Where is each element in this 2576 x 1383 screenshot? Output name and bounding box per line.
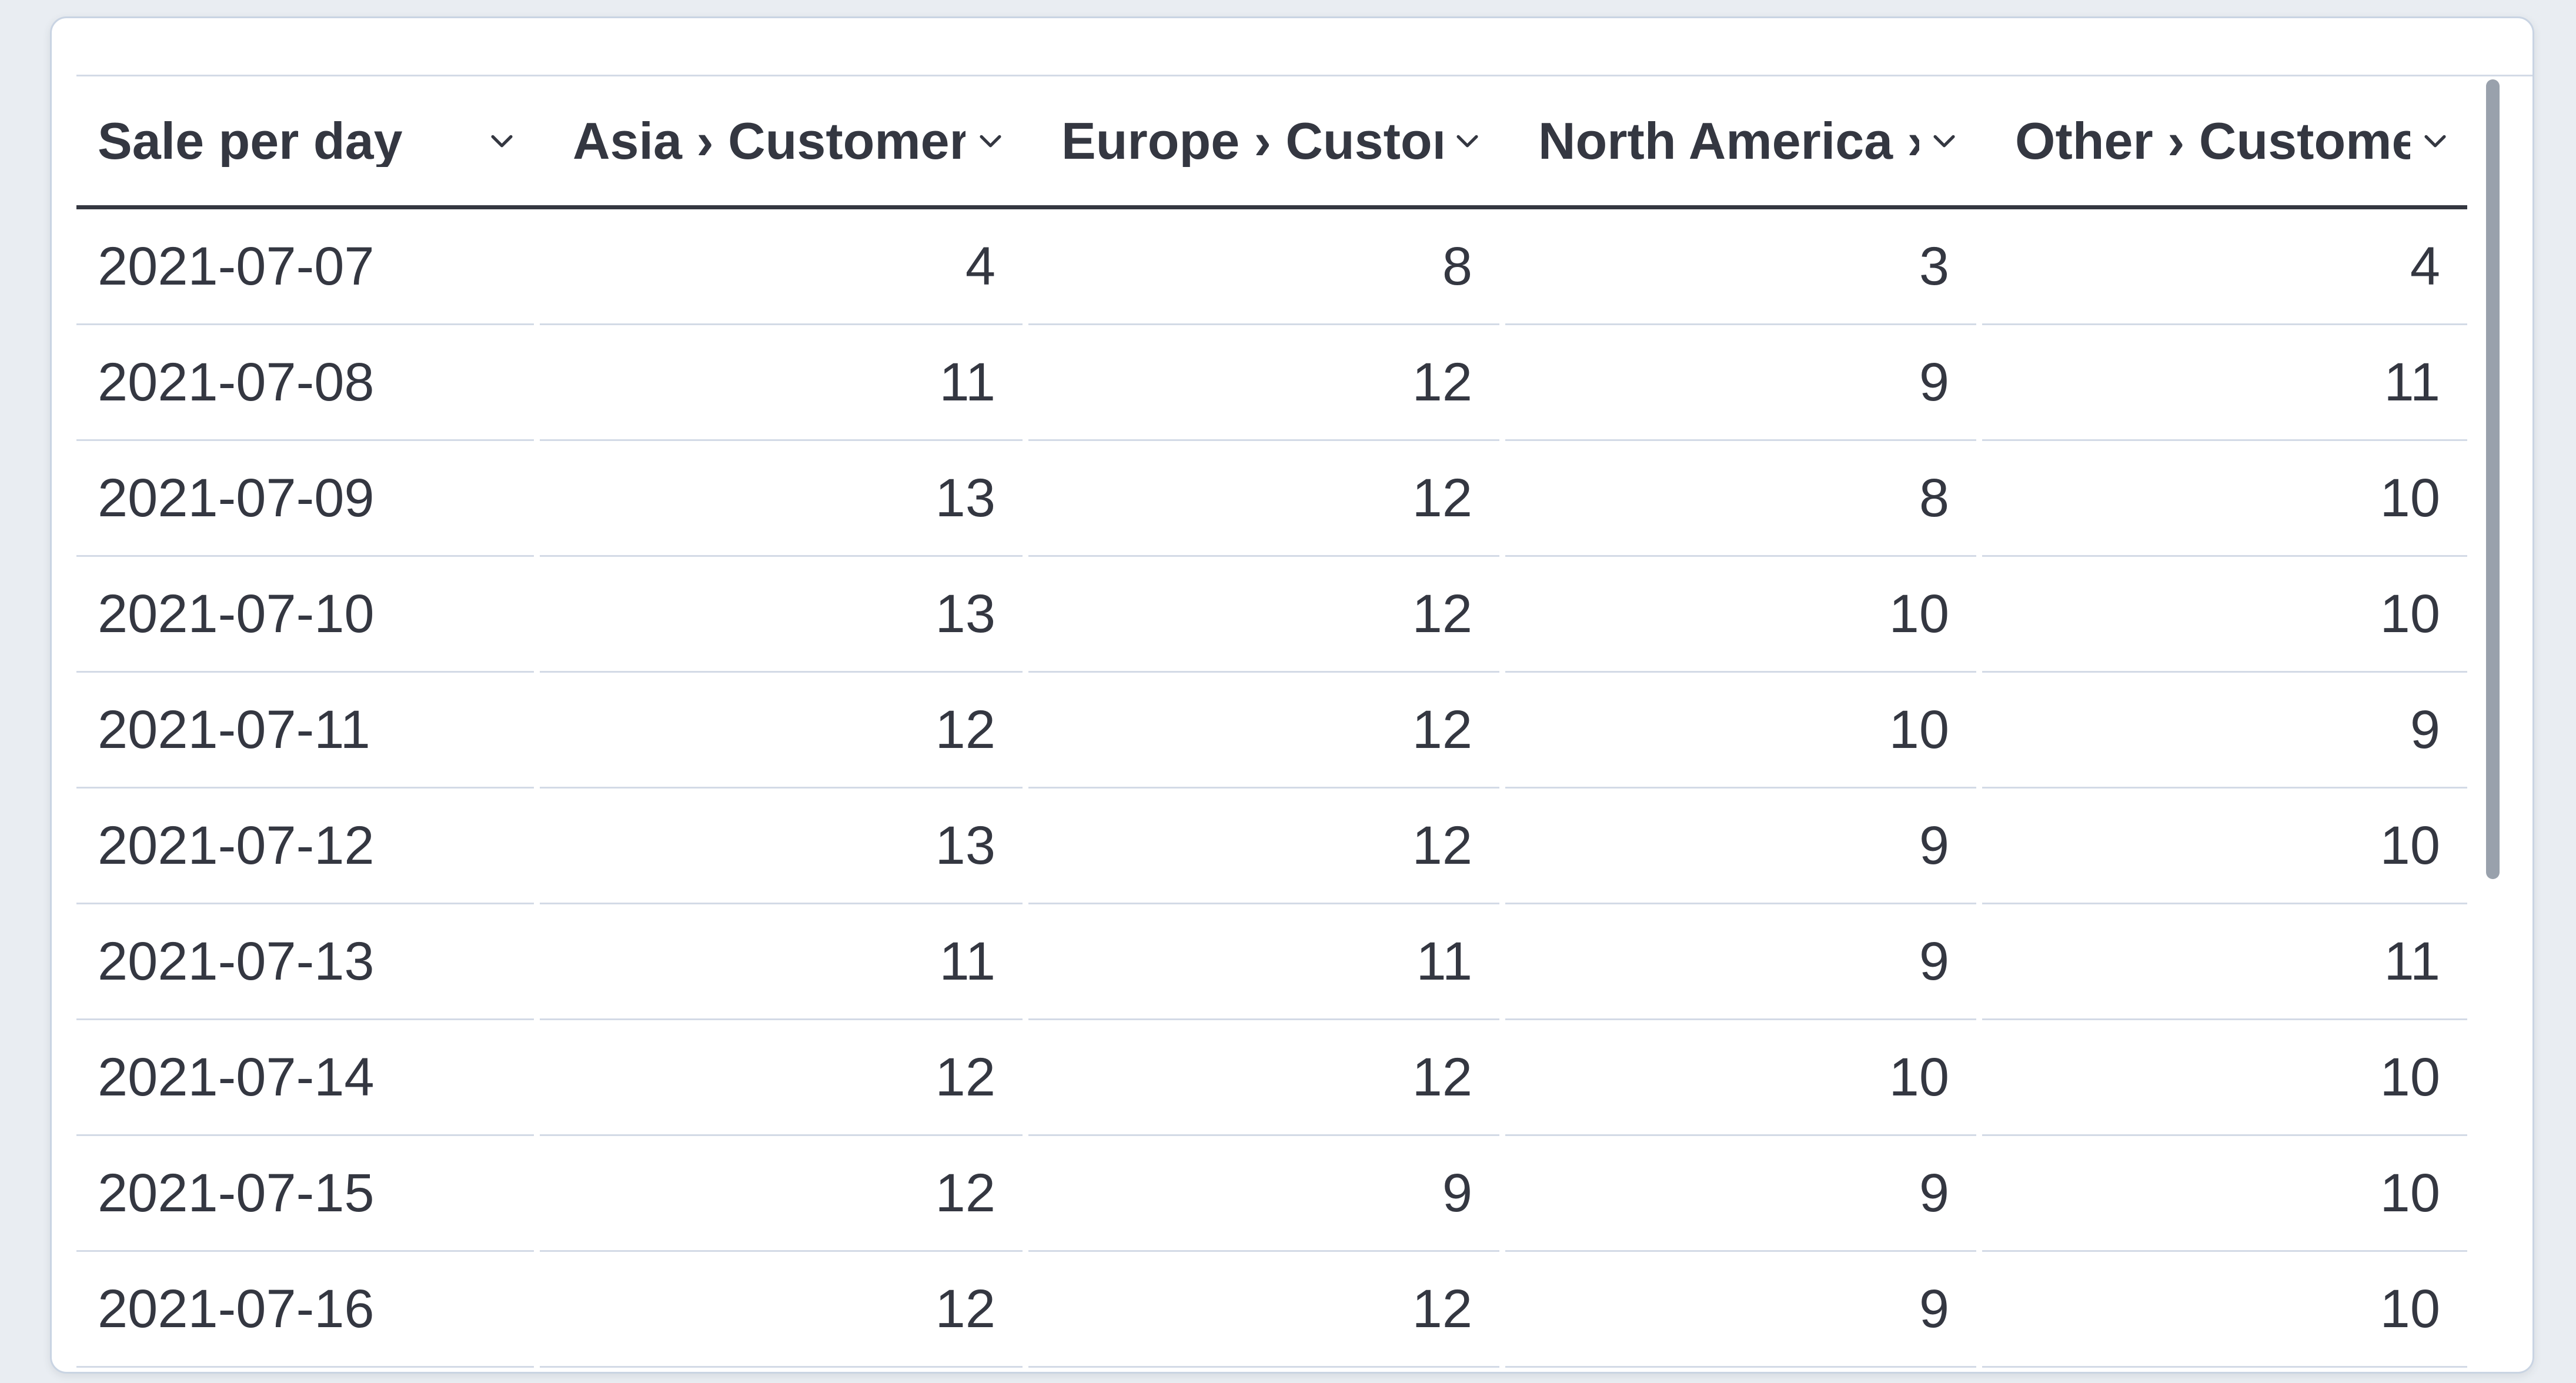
table-row: 2021-07-11 12 12 10 9 [76,673,2467,789]
vertical-scrollbar-thumb[interactable] [2486,79,2500,879]
value-cell-north-america: 9 [1505,789,1976,904]
value-cell-north-america: 9 [1505,325,1976,441]
chevron-down-icon[interactable] [1442,124,1484,158]
date-cell: 2021-07-08 [76,325,534,441]
grid-top-divider [76,75,2532,76]
date-cell: 2021-07-10 [76,557,534,673]
value-cell-europe: 12 [1028,325,1499,441]
value-cell-europe: 12 [1028,673,1499,789]
value-cell-other: 10 [1982,1020,2467,1136]
value-cell-asia: 12 [540,673,1023,789]
table-row: 2021-07-07 4 8 3 4 [76,209,2467,325]
value-cell-asia: 4 [540,209,1023,325]
column-header-label: North America › Customers [1538,115,1919,167]
value-cell-other: 10 [1982,1252,2467,1368]
value-cell-north-america: 9 [1505,904,1976,1020]
table-row: 2021-07-08 11 12 9 11 [76,325,2467,441]
date-cell: 2021-07-07 [76,209,534,325]
value-cell-other: 9 [1982,673,2467,789]
data-grid-panel: Sale per day Asia › Customers Europe › C… [50,16,2534,1374]
column-header-label: Asia › Customers [573,115,965,167]
column-header-asia[interactable]: Asia › Customers [540,76,1023,205]
data-grid: Sale per day Asia › Customers Europe › C… [76,76,2467,1368]
date-cell: 2021-07-16 [76,1252,534,1368]
column-header-label: Other › Customers [2015,115,2410,167]
value-cell-europe: 12 [1028,789,1499,904]
value-cell-north-america: 10 [1505,673,1976,789]
column-header-sale-per-day[interactable]: Sale per day [76,76,534,205]
value-cell-europe: 11 [1028,904,1499,1020]
value-cell-other: 4 [1982,209,2467,325]
value-cell-north-america: 8 [1505,441,1976,557]
value-cell-other: 11 [1982,904,2467,1020]
value-cell-asia: 12 [540,1020,1023,1136]
value-cell-asia: 13 [540,557,1023,673]
table-header-row: Sale per day Asia › Customers Europe › C… [76,76,2467,209]
value-cell-europe: 8 [1028,209,1499,325]
date-cell: 2021-07-11 [76,673,534,789]
column-header-north-america[interactable]: North America › Customers [1505,76,1976,205]
value-cell-asia: 13 [540,789,1023,904]
date-cell: 2021-07-14 [76,1020,534,1136]
table-body: 2021-07-07 4 8 3 4 2021-07-08 11 12 9 11… [76,209,2467,1368]
value-cell-north-america: 3 [1505,209,1976,325]
chevron-down-icon[interactable] [477,124,519,158]
column-header-label: Sale per day [98,115,403,167]
table-row: 2021-07-10 13 12 10 10 [76,557,2467,673]
column-header-europe[interactable]: Europe › Customers [1028,76,1499,205]
date-cell: 2021-07-15 [76,1136,534,1252]
value-cell-other: 10 [1982,557,2467,673]
value-cell-other: 11 [1982,325,2467,441]
chevron-down-icon[interactable] [1919,124,1961,158]
value-cell-europe: 12 [1028,557,1499,673]
value-cell-other: 10 [1982,441,2467,557]
date-cell: 2021-07-13 [76,904,534,1020]
value-cell-other: 10 [1982,1136,2467,1252]
value-cell-europe: 12 [1028,1020,1499,1136]
value-cell-north-america: 10 [1505,1020,1976,1136]
table-row: 2021-07-15 12 9 9 10 [76,1136,2467,1252]
date-cell: 2021-07-09 [76,441,534,557]
table-row: 2021-07-12 13 12 9 10 [76,789,2467,904]
value-cell-other: 10 [1982,789,2467,904]
value-cell-asia: 11 [540,325,1023,441]
value-cell-north-america: 9 [1505,1252,1976,1368]
value-cell-europe: 12 [1028,441,1499,557]
chevron-down-icon[interactable] [2410,124,2452,158]
value-cell-north-america: 9 [1505,1136,1976,1252]
column-header-label: Europe › Customers [1061,115,1442,167]
value-cell-asia: 13 [540,441,1023,557]
table-row: 2021-07-14 12 12 10 10 [76,1020,2467,1136]
date-cell: 2021-07-12 [76,789,534,904]
column-header-other[interactable]: Other › Customers [1982,76,2467,205]
chevron-down-icon[interactable] [965,124,1007,158]
value-cell-europe: 9 [1028,1136,1499,1252]
value-cell-asia: 11 [540,904,1023,1020]
value-cell-asia: 12 [540,1136,1023,1252]
value-cell-north-america: 10 [1505,557,1976,673]
table-row: 2021-07-13 11 11 9 11 [76,904,2467,1020]
table-row: 2021-07-16 12 12 9 10 [76,1252,2467,1368]
value-cell-europe: 12 [1028,1252,1499,1368]
table-row: 2021-07-09 13 12 8 10 [76,441,2467,557]
value-cell-asia: 12 [540,1252,1023,1368]
